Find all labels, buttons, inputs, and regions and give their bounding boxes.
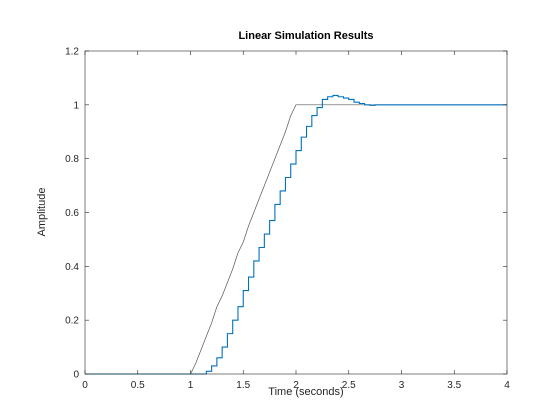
x-tick-label: 2 [293,380,299,391]
y-tick-label: 0.8 [65,154,79,165]
x-tick-label: 3 [399,380,405,391]
plot-area [85,51,507,374]
x-axis-label: Time (seconds) [268,386,343,398]
y-tick-label: 1.2 [65,47,79,58]
series-input-line [85,104,507,375]
x-tick-label: 1 [188,380,194,391]
series-layer [85,94,507,375]
y-tick-label: 1 [73,100,79,111]
chart-title: Linear Simulation Results [238,30,373,42]
y-tick-label: 0 [73,370,79,381]
series-step-response [85,94,507,375]
tick-layer: 0 0.5 1 1.5 2 2.5 3 3.5 4 0 0.2 0.4 0.6 0.8 1 1.2 [65,47,510,392]
x-tick-label: 3.5 [447,380,461,391]
x-tick-label: 0.5 [131,380,145,391]
x-tick-label: 1.5 [236,380,250,391]
y-tick-label: 0.4 [65,262,79,273]
y-axis-label: Amplitude [36,188,48,237]
x-tick-label: 4 [504,380,510,391]
y-tick-label: 0.6 [65,208,79,219]
y-tick-label: 0.2 [65,316,79,327]
x-tick-label: 0 [82,380,88,391]
x-tick-label: 2.5 [342,380,356,391]
